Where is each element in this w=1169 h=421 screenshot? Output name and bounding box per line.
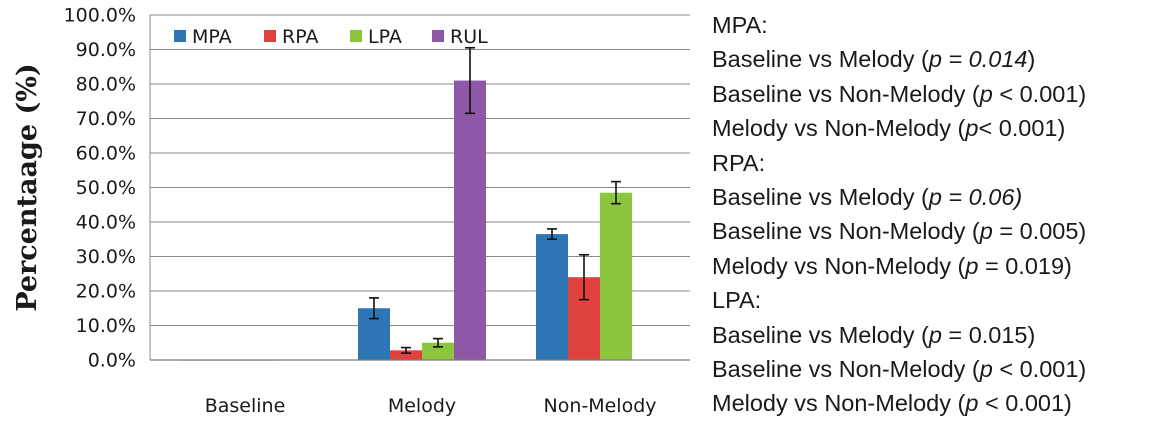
note-text: Melody vs Non-Melody ( — [712, 252, 966, 279]
y-tick-label: 90.0% — [76, 39, 136, 61]
note-line: Melody vs Non-Melody (p < 0.001) — [712, 386, 1167, 420]
note-text: Baseline vs Non-Melody ( — [712, 80, 980, 107]
bar-rul — [454, 80, 486, 361]
p-value-italic: p — [928, 321, 942, 348]
note-text: RPA: — [712, 149, 766, 176]
note-text: Melody vs Non-Melody ( — [712, 390, 966, 417]
legend-label: RPA — [282, 26, 318, 48]
legend-label: MPA — [192, 26, 232, 48]
legend-label: RUL — [450, 26, 488, 48]
note-text-tail: = 0.019) — [978, 252, 1072, 279]
p-value-italic: p — [979, 80, 993, 107]
note-text-tail: < 0.001) — [992, 355, 1087, 382]
note-text: Baseline vs Melody ( — [712, 46, 929, 73]
bar-lpa — [600, 192, 632, 360]
legend-label: LPA — [368, 26, 402, 48]
p-value-italic: p — [979, 218, 993, 245]
y-tick-label: 60.0% — [76, 143, 136, 165]
p-value-italic: p — [965, 115, 979, 142]
y-tick-label: 20.0% — [76, 281, 136, 303]
note-text: Melody vs Non-Melody ( — [712, 115, 966, 142]
note-text: Baseline vs Melody ( — [712, 183, 929, 210]
note-text-tail: < 0.001) — [978, 390, 1072, 417]
note-text: LPA: — [712, 287, 762, 314]
note-text: Baseline vs Melody ( — [712, 321, 929, 348]
bar-rpa — [390, 350, 422, 360]
y-tick-label: 30.0% — [76, 246, 136, 268]
note-line: Baseline vs Melody (p = 0.06) — [712, 180, 1167, 214]
p-value-italic: p — [979, 355, 993, 382]
legend-swatch — [264, 30, 276, 42]
y-axis-label: Percentaage (%) — [12, 63, 43, 311]
note-text-tail: = 0.005) — [992, 218, 1087, 245]
x-tick-label: Baseline — [205, 395, 286, 417]
note-line: Baseline vs Melody (p = 0.014) — [712, 42, 1167, 76]
note-line: LPA: — [712, 283, 1167, 317]
y-tick-label: 100.0% — [64, 5, 136, 27]
note-line: RPA: — [712, 146, 1167, 180]
x-tick-label: Melody — [388, 395, 456, 417]
p-value-italic: p = 0.06) — [928, 183, 1023, 210]
p-value-italic: p — [965, 252, 979, 279]
bar-lpa — [422, 342, 454, 360]
note-text: MPA: — [712, 12, 768, 38]
legend-swatch — [350, 30, 362, 42]
bar-mpa — [536, 234, 568, 360]
y-tick-label: 0.0% — [88, 350, 136, 372]
legend-swatch — [432, 30, 444, 42]
note-line: Melody vs Non-Melody (p< 0.001) — [712, 111, 1167, 145]
y-tick-label: 80.0% — [76, 74, 136, 96]
note-line: Baseline vs Non-Melody (p = 0.005) — [712, 214, 1167, 248]
legend-swatch — [174, 30, 186, 42]
significance-notes: MPA: Baseline vs Melody (p = 0.014) Baseli… — [712, 8, 1167, 421]
note-text-tail: ) — [1027, 46, 1036, 73]
note-text-tail: < 0.001) — [992, 80, 1087, 107]
note-line: Baseline vs Non-Melody (p < 0.001) — [712, 352, 1167, 386]
p-value-italic: p = 0.014 — [928, 46, 1028, 73]
note-text: Baseline vs Non-Melody ( — [712, 218, 980, 245]
note-line: Baseline vs Melody (p = 0.015) — [712, 318, 1167, 352]
y-tick-label: 50.0% — [76, 177, 136, 199]
note-text: Baseline vs Non-Melody ( — [712, 355, 980, 382]
p-value-italic: p — [965, 390, 979, 417]
x-tick-label: Non-Melody — [543, 395, 656, 417]
y-tick-label: 40.0% — [76, 212, 136, 234]
note-line: Baseline vs Non-Melody (p < 0.001) — [712, 77, 1167, 111]
note-text-tail: = 0.015) — [941, 321, 1036, 348]
y-tick-label: 10.0% — [76, 315, 136, 337]
note-line: Melody vs Non-Melody (p = 0.019) — [712, 249, 1167, 283]
y-tick-label: 70.0% — [76, 108, 136, 130]
note-line: MPA: — [712, 8, 1167, 42]
note-text-tail: < 0.001) — [978, 115, 1066, 142]
